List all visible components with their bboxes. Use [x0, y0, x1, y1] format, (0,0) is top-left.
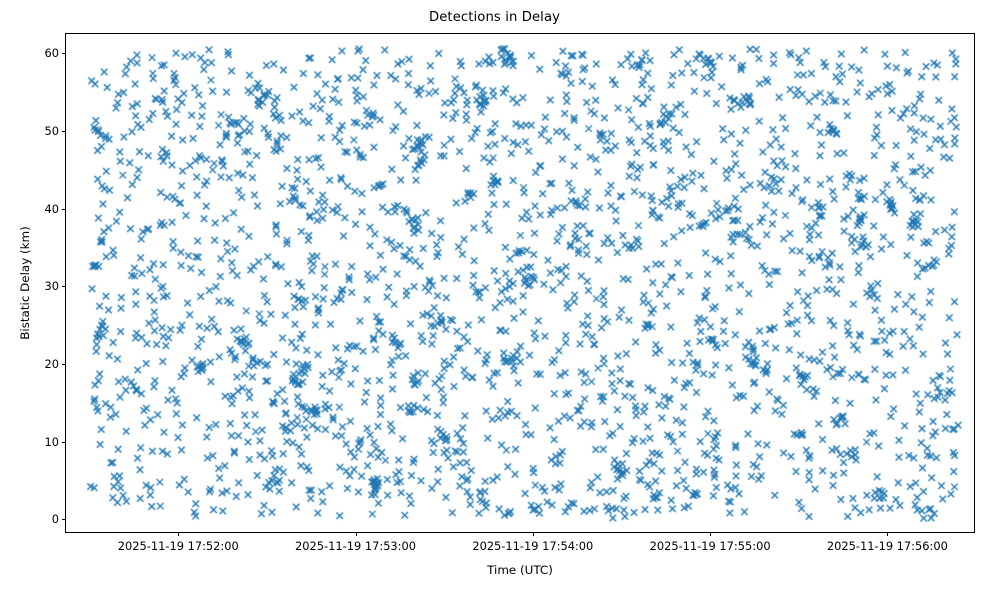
y-tick-label: 60 [44, 46, 60, 61]
y-tick-label: 40 [44, 201, 60, 216]
x-tick-label: 2025-11-19 17:56:00 [826, 539, 948, 553]
scatter-plot-points [66, 34, 976, 534]
x-tick-mark [178, 532, 180, 536]
y-tick-mark [62, 441, 66, 443]
x-tick-mark [887, 532, 889, 536]
plot-axes: 0 10 20 30 40 50 60 2025-11-19 17:52:00 2025-11… [45, 33, 976, 553]
x-tick-label: 2025-11-19 17:52:00 [117, 539, 239, 553]
y-tick-label: 0 [51, 512, 59, 527]
x-tick-mark [355, 532, 357, 536]
x-tick-label: 2025-11-19 17:54:00 [472, 539, 594, 553]
y-tick-mark [62, 363, 66, 366]
y-tick-mark [62, 131, 66, 133]
y-tick-mark [62, 519, 66, 521]
x-tick-mark [532, 532, 534, 536]
x-tick-label: 2025-11-19 17:53:00 [295, 539, 417, 553]
y-tick-mark [62, 208, 66, 210]
y-axis-label-text: Bistatic Delay (km) [18, 226, 32, 340]
x-tick-label: 2025-11-19 17:55:00 [649, 539, 771, 553]
x-axis-label: Time (UTC) [487, 563, 553, 577]
y-tick-label: 30 [44, 279, 60, 294]
x-tick-mark [710, 532, 712, 536]
y-tick-label: 20 [44, 356, 60, 371]
y-tick-label: 50 [44, 124, 60, 139]
y-tick-mark [62, 286, 66, 288]
y-tick-mark [62, 53, 66, 55]
page-title: Detections in Delay [428, 10, 561, 25]
y-tick-label: 10 [44, 434, 60, 449]
